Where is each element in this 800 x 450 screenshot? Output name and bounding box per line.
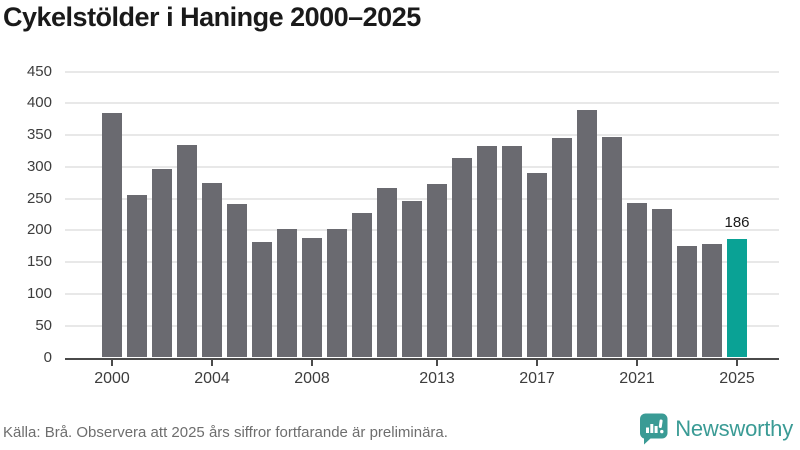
- bar-2015: [477, 145, 497, 358]
- bar-2004: [202, 182, 222, 358]
- highlight-value-label: 186: [724, 214, 750, 232]
- y-axis-tick-label: 450: [26, 62, 52, 80]
- gridline: [65, 197, 779, 200]
- gridline: [65, 134, 779, 137]
- x-axis-tick-label: 2008: [294, 370, 330, 387]
- gridline: [65, 102, 779, 105]
- bar-2021: [627, 203, 647, 358]
- x-axis-tick-label: 2013: [419, 370, 455, 387]
- gridline: [65, 229, 779, 232]
- bar-chart-speech-bubble-icon: [640, 413, 668, 445]
- x-axis-tick-label: 2000: [94, 370, 130, 387]
- gridline: [65, 292, 779, 295]
- bar-2013: [427, 183, 447, 358]
- x-axis-tick-label: 2021: [619, 370, 655, 387]
- x-axis-tick-label: 2017: [519, 370, 555, 387]
- source-note: Källa: Brå. Observera att 2025 års siffr…: [3, 424, 448, 441]
- bar-2000: [102, 112, 122, 358]
- bar-2009: [327, 229, 347, 358]
- bar-2006: [252, 242, 272, 358]
- y-axis-tick-label: 350: [26, 126, 52, 144]
- gridline: [65, 324, 779, 327]
- x-axis-tick-label: 2025: [719, 370, 755, 387]
- bar-2023: [677, 246, 697, 358]
- x-axis-tick-label: 2004: [194, 370, 230, 387]
- bar-2001: [127, 194, 147, 358]
- y-axis-tick-label: 50: [35, 316, 52, 334]
- bar-2008: [302, 238, 322, 358]
- bar-2014: [452, 157, 472, 358]
- x-axis-tick: [436, 359, 438, 366]
- bar-2020: [602, 136, 622, 358]
- x-axis-tick: [736, 359, 738, 366]
- bar-2017: [527, 172, 547, 358]
- bar-2018: [552, 138, 572, 358]
- bar-2011: [377, 187, 397, 358]
- y-axis-tick-label: 200: [26, 221, 52, 239]
- y-axis-tick-label: 400: [26, 94, 52, 112]
- bar-2025: [727, 239, 747, 358]
- y-axis-tick-label: 150: [26, 253, 52, 271]
- brand-name: Newsworthy: [675, 416, 793, 441]
- x-axis-tick: [111, 359, 113, 366]
- bar-2024: [702, 244, 722, 358]
- bar-2019: [577, 109, 597, 358]
- bar-2016: [502, 145, 522, 358]
- bar-2022: [652, 208, 672, 358]
- newsworthy-logo[interactable]: Newsworthy: [640, 412, 793, 446]
- y-axis-tick-label: 300: [26, 157, 52, 175]
- x-axis-tick: [636, 359, 638, 366]
- bar-2005: [227, 204, 247, 358]
- y-axis-tick-label: 0: [43, 348, 52, 366]
- gridline: [65, 165, 779, 168]
- x-axis-tick: [536, 359, 538, 366]
- gridline: [65, 261, 779, 264]
- chart-title: Cykelstölder i Haninge 2000–2025: [3, 2, 421, 32]
- bar-2003: [177, 145, 197, 358]
- y-axis-tick-label: 250: [26, 189, 52, 207]
- bar-2010: [352, 212, 372, 358]
- x-axis-tick: [211, 359, 213, 366]
- y-axis-tick-label: 100: [26, 284, 52, 302]
- gridline: [65, 70, 779, 73]
- x-axis-line: [65, 357, 779, 360]
- bar-2007: [277, 229, 297, 358]
- bar-2002: [152, 168, 172, 358]
- bar-2012: [402, 201, 422, 358]
- x-axis-tick: [311, 359, 313, 366]
